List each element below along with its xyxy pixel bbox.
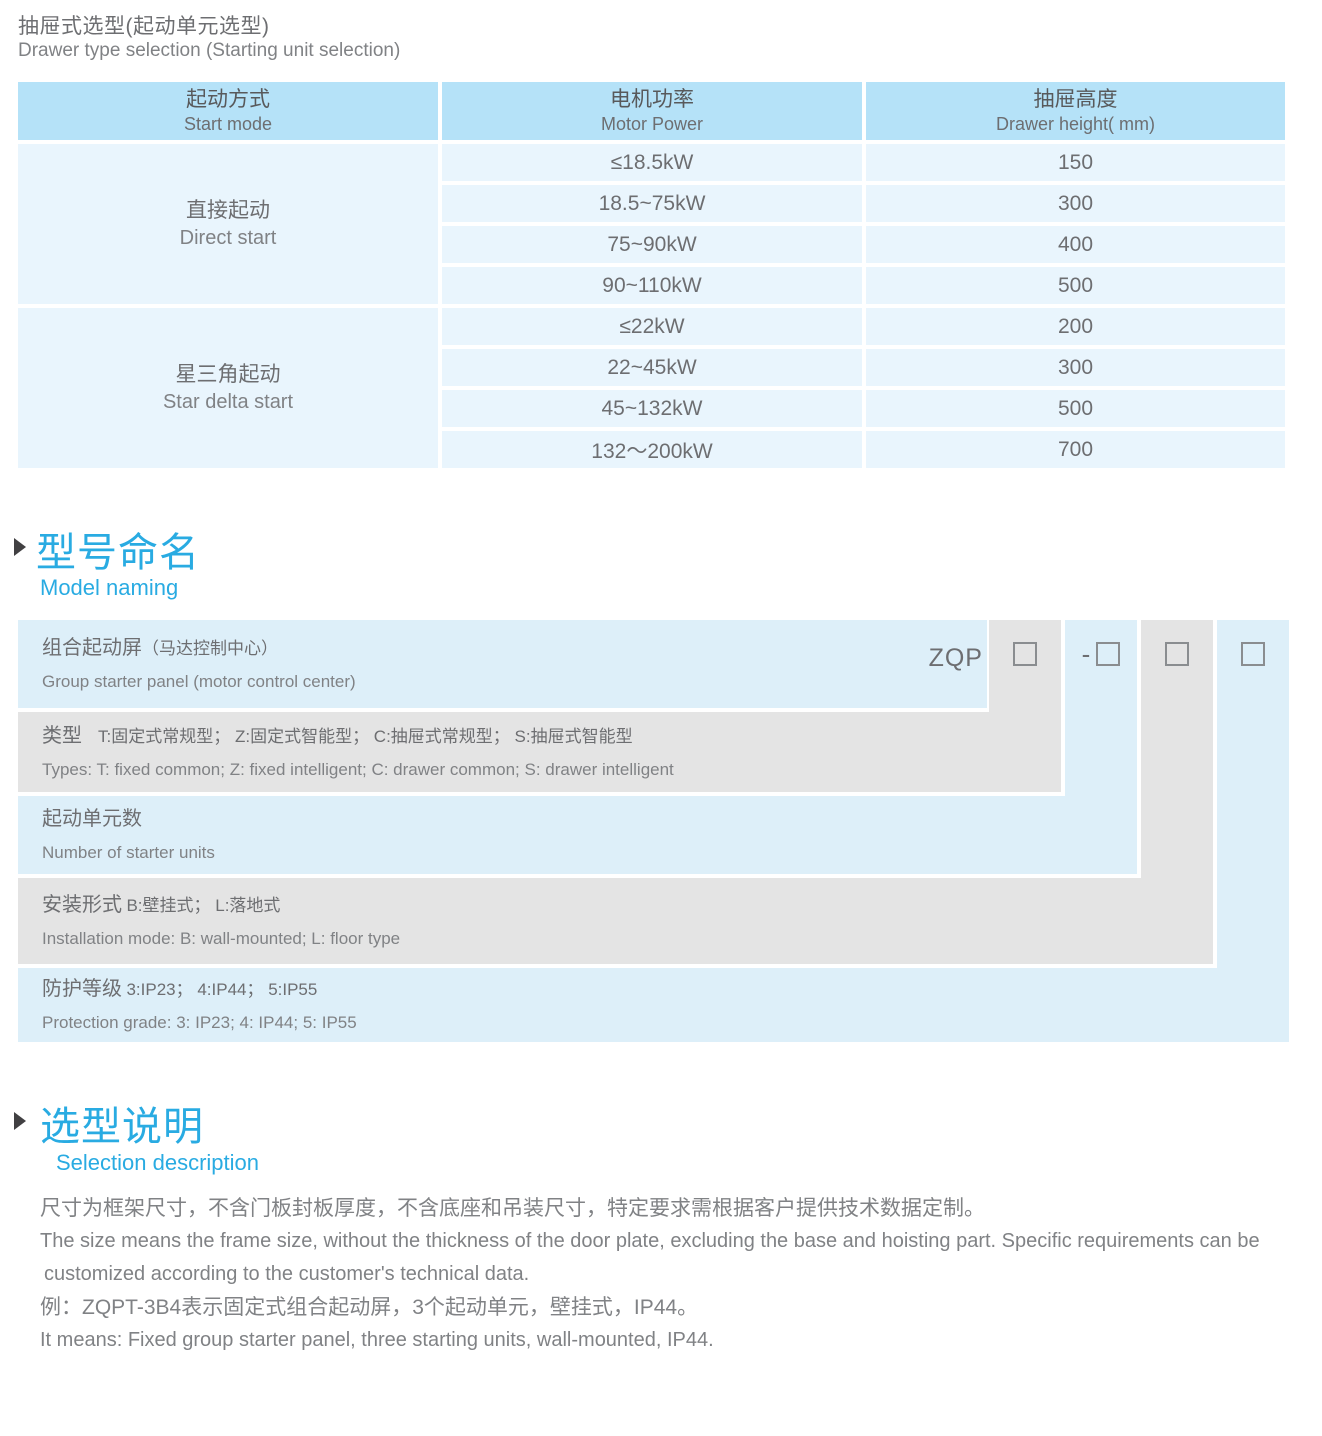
naming-row-types: 类型 T:固定式常规型； Z:固定式智能型； C:抽屉式常规型； S:抽屉式智能… [18, 712, 1061, 792]
power-cell: 132～200kW [442, 431, 862, 468]
row4-label-zh: 安装形式 [42, 893, 122, 916]
row2-detail-zh: T:固定式常规型； Z:固定式智能型； C:抽屉式常规型； S:抽屉式智能型 [98, 726, 633, 746]
naming-row-group-starter-panel: 组合起动屏（马达控制中心） Group starter panel (motor… [18, 620, 987, 708]
desc-line: 例：ZQPT-3B4表示固定式组合起动屏，3个起动单元，壁挂式，IP44。 [40, 1296, 699, 1319]
code-box-type [1013, 642, 1037, 666]
table-header-start-mode: 起动方式 Start mode [18, 82, 438, 140]
naming-row-starter-units: 起动单元数 Number of starter units [18, 796, 1137, 874]
header-motor-power-zh: 电机功率 [610, 88, 694, 111]
row1-label-zh: 组合起动屏 [42, 636, 142, 659]
row5-label-zh: 防护等级 [42, 977, 122, 1000]
naming-row5-zh: 防护等级 3:IP23； 4:IP44； 5:IP55 [42, 976, 1289, 1004]
direct-start-en: Direct start [179, 227, 277, 249]
selection-description-text: 尺寸为框架尺寸，不含门板封板厚度，不含底座和吊装尺寸，特定要求需根据客户提供技术… [40, 1192, 1300, 1357]
header-start-mode-en: Start mode [183, 114, 273, 134]
naming-row4-en: Installation mode: B: wall-mounted; L: f… [42, 928, 401, 948]
power-cell: 18.5~75kW [442, 185, 862, 222]
model-naming-heading-zh: 型号命名 [36, 531, 200, 575]
group-cell-direct-start: 直接起动 Direct start [18, 144, 438, 304]
model-naming-heading-en: Model naming [40, 575, 179, 600]
naming-row3-en: Number of starter units [42, 842, 215, 862]
height-cell: 500 [866, 390, 1285, 427]
drawer-selection-table: 起动方式 Start mode 电机功率 Motor Power 抽屉高度 Dr… [18, 82, 1285, 468]
page-title-en: Drawer type selection (Starting unit sel… [18, 40, 401, 61]
naming-row2-zh: 类型 T:固定式常规型； Z:固定式智能型； C:抽屉式常规型； S:抽屉式智能… [42, 723, 1061, 751]
header-drawer-height-en: Drawer height( mm) [995, 114, 1156, 134]
row2-label-zh: 类型 [42, 724, 82, 747]
row3-label-zh: 起动单元数 [42, 807, 142, 830]
naming-row2-en: Types: T: fixed common; Z: fixed intelli… [42, 759, 674, 779]
section-arrow-icon [14, 1112, 26, 1130]
power-cell: 45~132kW [442, 390, 862, 427]
desc-line: It means: Fixed group starter panel, thr… [40, 1329, 714, 1351]
code-column-type [989, 620, 1061, 713]
height-cell: 500 [866, 267, 1285, 304]
desc-line: 尺寸为框架尺寸，不含门板封板厚度，不含底座和吊装尺寸，特定要求需根据客户提供技术… [40, 1197, 985, 1220]
page-title-zh: 抽屉式选型(起动单元选型) [18, 15, 270, 38]
star-delta-zh: 星三角起动 [175, 363, 281, 386]
desc-line: The size means the frame size, without t… [40, 1230, 1260, 1252]
code-dash: - [1081, 639, 1091, 669]
height-cell: 150 [866, 144, 1285, 181]
row5-detail-zh: 3:IP23； 4:IP44； 5:IP55 [126, 979, 318, 999]
naming-row3-zh: 起动单元数 [42, 806, 1137, 834]
code-column-units: - [1065, 620, 1137, 797]
code-column-protection [1217, 620, 1289, 969]
naming-row-installation-mode: 安装形式 B:壁挂式； L:落地式 Installation mode: B: … [18, 878, 1213, 964]
naming-row1-en: Group starter panel (motor control cente… [42, 671, 356, 691]
header-motor-power-en: Motor Power [600, 114, 704, 134]
naming-row1-zh: 组合起动屏（马达控制中心） [42, 635, 987, 663]
power-cell: ≤18.5kW [442, 144, 862, 181]
header-start-mode-zh: 起动方式 [186, 88, 270, 111]
model-naming-diagram: 组合起动屏（马达控制中心） Group starter panel (motor… [18, 620, 1289, 1042]
code-column-installation [1141, 620, 1213, 879]
row1-detail-zh: （马达控制中心） [142, 638, 278, 658]
height-cell: 300 [866, 185, 1285, 222]
code-box-protection [1241, 642, 1265, 666]
height-cell: 300 [866, 349, 1285, 386]
desc-line: customized according to the customer's t… [44, 1263, 530, 1285]
direct-start-zh: 直接起动 [186, 199, 270, 222]
power-cell: 75~90kW [442, 226, 862, 263]
code-box-units [1096, 642, 1121, 666]
height-cell: 700 [866, 431, 1285, 468]
selection-desc-heading-zh: 选型说明 [40, 1105, 204, 1149]
section-arrow-icon [14, 538, 26, 556]
star-delta-en: Star delta start [162, 391, 294, 413]
power-cell: 22~45kW [442, 349, 862, 386]
row4-detail-zh: B:壁挂式； L:落地式 [126, 895, 281, 915]
naming-row-protection-grade: 防护等级 3:IP23； 4:IP44； 5:IP55 Protection g… [18, 968, 1289, 1042]
group-cell-star-delta-start: 星三角起动 Star delta start [18, 308, 438, 468]
selection-desc-heading-en: Selection description [56, 1150, 260, 1175]
power-cell: ≤22kW [442, 308, 862, 345]
code-box-installation [1165, 642, 1189, 666]
naming-row4-zh: 安装形式 B:壁挂式； L:落地式 [42, 892, 1213, 920]
height-cell: 200 [866, 308, 1285, 345]
naming-row5-en: Protection grade: 3: IP23; 4: IP44; 5: I… [42, 1012, 357, 1032]
table-header-drawer-height: 抽屉高度 Drawer height( mm) [866, 82, 1285, 140]
height-cell: 400 [866, 226, 1285, 263]
power-cell: 90~110kW [442, 267, 862, 304]
model-code-prefix: ZQP [928, 644, 983, 672]
table-header-motor-power: 电机功率 Motor Power [442, 82, 862, 140]
header-drawer-height-zh: 抽屉高度 [1033, 88, 1118, 111]
